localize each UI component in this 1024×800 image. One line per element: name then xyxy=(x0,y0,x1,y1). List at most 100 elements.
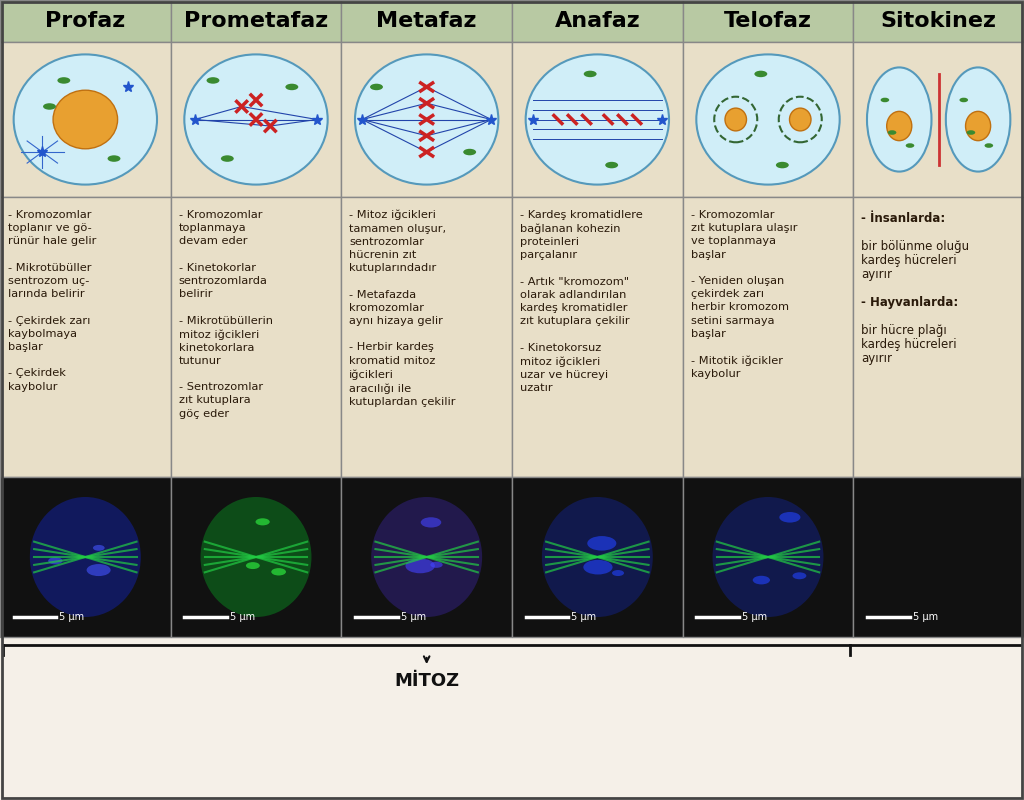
Ellipse shape xyxy=(888,130,896,134)
Ellipse shape xyxy=(184,54,328,185)
Ellipse shape xyxy=(790,108,811,131)
Bar xyxy=(853,477,1024,637)
Bar xyxy=(171,42,341,197)
Ellipse shape xyxy=(562,554,591,568)
Text: - İnsanlarda:: - İnsanlarda: xyxy=(861,212,945,225)
Bar xyxy=(512,197,683,477)
Ellipse shape xyxy=(867,67,932,171)
Ellipse shape xyxy=(371,497,482,617)
Ellipse shape xyxy=(776,162,788,168)
Ellipse shape xyxy=(777,525,793,532)
Bar xyxy=(683,0,853,42)
Text: Prometafaz: Prometafaz xyxy=(184,11,328,31)
Ellipse shape xyxy=(395,569,407,574)
Text: - Mitoz iğcikleri
tamamen oluşur,
sentrozomlar
hücrenin zıt
kutuplarındadır

- M: - Mitoz iğcikleri tamamen oluşur, sentro… xyxy=(349,210,456,406)
Text: 5 μm: 5 μm xyxy=(742,612,767,622)
Bar xyxy=(0,477,171,637)
Bar xyxy=(171,477,341,637)
Ellipse shape xyxy=(62,514,80,522)
Bar xyxy=(512,0,683,42)
Ellipse shape xyxy=(946,67,1011,171)
Text: bir hücre plağı: bir hücre plağı xyxy=(861,324,947,337)
Ellipse shape xyxy=(542,497,653,617)
Text: bir bölünme oluğu: bir bölünme oluğu xyxy=(861,240,970,253)
Bar xyxy=(341,477,512,637)
Ellipse shape xyxy=(463,149,476,155)
Ellipse shape xyxy=(584,70,597,77)
Ellipse shape xyxy=(370,84,383,90)
Ellipse shape xyxy=(221,155,233,162)
Bar xyxy=(341,197,512,477)
Text: MİTOZ: MİTOZ xyxy=(394,672,459,690)
Ellipse shape xyxy=(525,54,669,185)
Text: - Hayvanlarda:: - Hayvanlarda: xyxy=(861,296,958,309)
Text: - Kromozomlar
toplanmaya
devam eder

- Kinetokorlar
sentrozomlarda
belirir

- Mi: - Kromozomlar toplanmaya devam eder - Ki… xyxy=(178,210,272,418)
Bar xyxy=(853,0,1024,42)
Bar xyxy=(341,0,512,42)
Text: Telofaz: Telofaz xyxy=(724,11,812,31)
Ellipse shape xyxy=(905,143,914,148)
Ellipse shape xyxy=(605,162,618,168)
Ellipse shape xyxy=(881,98,889,102)
Text: - Kardeş kromatidlere
bağlanan kohezin
proteinleri
parçalanır

- Artık "kromozom: - Kardeş kromatidlere bağlanan kohezin p… xyxy=(520,210,643,393)
Bar xyxy=(853,197,1024,477)
Ellipse shape xyxy=(713,497,823,617)
Ellipse shape xyxy=(887,111,911,141)
Ellipse shape xyxy=(967,130,975,134)
Ellipse shape xyxy=(57,77,71,84)
Text: - Kromozomlar
toplanır ve gö-
rünür hale gelir

- Mikrotübüller
sentrozom uç-
la: - Kromozomlar toplanır ve gö- rünür hale… xyxy=(8,210,96,391)
Text: Profaz: Profaz xyxy=(45,11,126,31)
Text: kardeş hücreleri: kardeş hücreleri xyxy=(861,254,957,267)
Bar xyxy=(341,42,512,197)
Bar xyxy=(0,197,171,477)
Ellipse shape xyxy=(286,84,298,90)
Ellipse shape xyxy=(234,558,256,570)
Ellipse shape xyxy=(402,529,428,542)
Ellipse shape xyxy=(274,531,289,538)
Text: 5 μm: 5 μm xyxy=(912,612,938,622)
Ellipse shape xyxy=(984,143,993,148)
Text: ayırır: ayırır xyxy=(861,352,892,365)
Text: 5 μm: 5 μm xyxy=(230,612,255,622)
Text: 5 μm: 5 μm xyxy=(59,612,84,622)
Text: Metafaz: Metafaz xyxy=(377,11,477,31)
Text: Sitokinez: Sitokinez xyxy=(881,11,996,31)
Bar xyxy=(0,42,171,197)
Ellipse shape xyxy=(696,54,840,185)
Ellipse shape xyxy=(355,54,499,185)
Bar xyxy=(171,197,341,477)
Ellipse shape xyxy=(966,111,990,141)
Bar xyxy=(683,197,853,477)
Bar xyxy=(512,42,683,197)
Ellipse shape xyxy=(207,77,219,84)
Bar xyxy=(853,42,1024,197)
Ellipse shape xyxy=(80,519,97,529)
Text: kardeş hücreleri: kardeş hücreleri xyxy=(861,338,957,351)
Bar xyxy=(512,477,683,637)
Ellipse shape xyxy=(53,90,118,149)
Bar xyxy=(683,477,853,637)
Ellipse shape xyxy=(201,497,311,617)
Bar xyxy=(683,42,853,197)
Ellipse shape xyxy=(43,103,56,110)
Text: 5 μm: 5 μm xyxy=(571,612,596,622)
Bar xyxy=(171,0,341,42)
Ellipse shape xyxy=(959,98,968,102)
Text: - Kromozomlar
zıt kutuplara ulaşır
ve toplanmaya
başlar

- Yeniden oluşan
çekird: - Kromozomlar zıt kutuplara ulaşır ve to… xyxy=(690,210,797,379)
Ellipse shape xyxy=(108,155,121,162)
Text: Anafaz: Anafaz xyxy=(554,11,640,31)
Ellipse shape xyxy=(257,587,280,598)
Ellipse shape xyxy=(431,538,450,547)
Ellipse shape xyxy=(735,525,748,531)
Ellipse shape xyxy=(764,588,782,597)
Ellipse shape xyxy=(83,557,111,570)
Ellipse shape xyxy=(13,54,157,185)
Ellipse shape xyxy=(725,108,746,131)
Ellipse shape xyxy=(600,558,629,572)
Text: 5 μm: 5 μm xyxy=(400,612,426,622)
Ellipse shape xyxy=(578,586,603,599)
Text: ayırır: ayırır xyxy=(861,268,892,281)
Bar xyxy=(0,0,171,42)
Ellipse shape xyxy=(30,497,141,617)
Ellipse shape xyxy=(755,70,767,77)
